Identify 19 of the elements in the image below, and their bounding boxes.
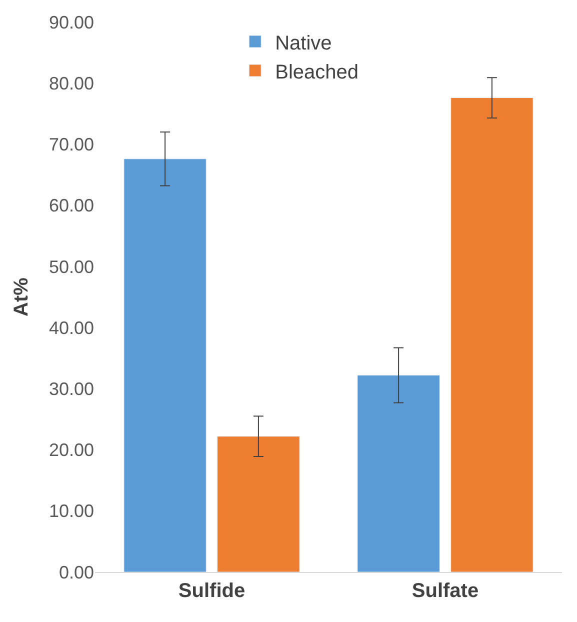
y-tick-label: 90.00 [48,12,94,32]
y-tick-label: 10.00 [48,501,94,522]
bar [450,98,534,572]
y-tick-label: 80.00 [48,73,94,94]
x-tick-label: Sulfide [178,580,246,602]
bar [124,158,206,572]
y-tick-label: 20.00 [48,440,94,460]
y-tick-label: 50.00 [48,256,94,277]
bar [217,436,300,572]
y-tick-label: 60.00 [48,196,94,216]
legend-label: Bleached [275,61,359,84]
x-tick-label: Sulfate [412,580,479,602]
bar [357,374,440,572]
y-tick-label: 0.00 [58,562,94,582]
legend-label: Native [275,32,332,54]
y-tick-label: 70.00 [48,134,94,155]
y-tick-label: 30.00 [48,378,94,399]
y-axis-title: At% [10,277,32,316]
y-tick-label: 40.00 [48,318,94,338]
